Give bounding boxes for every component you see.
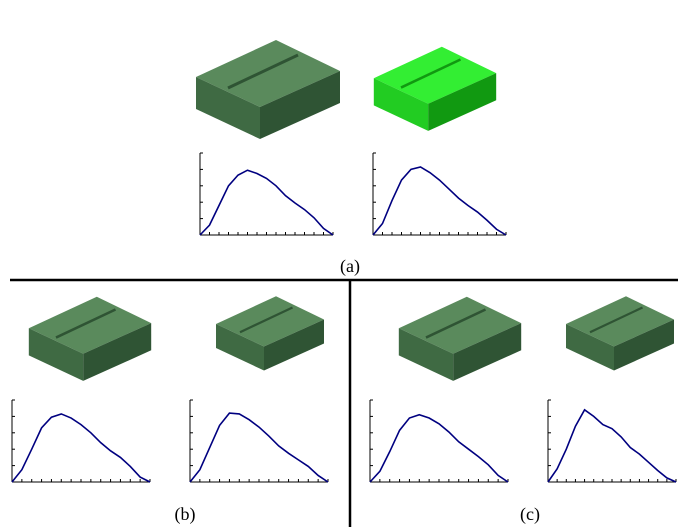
caption: (b) [175, 504, 196, 525]
line [373, 167, 506, 235]
caption: (c) [520, 504, 540, 525]
line [200, 170, 333, 235]
line [190, 413, 328, 482]
line [370, 415, 508, 482]
figure: (a) (b) (c) [0, 0, 678, 527]
caption: (a) [340, 256, 360, 277]
line [548, 410, 676, 482]
line [12, 414, 150, 482]
